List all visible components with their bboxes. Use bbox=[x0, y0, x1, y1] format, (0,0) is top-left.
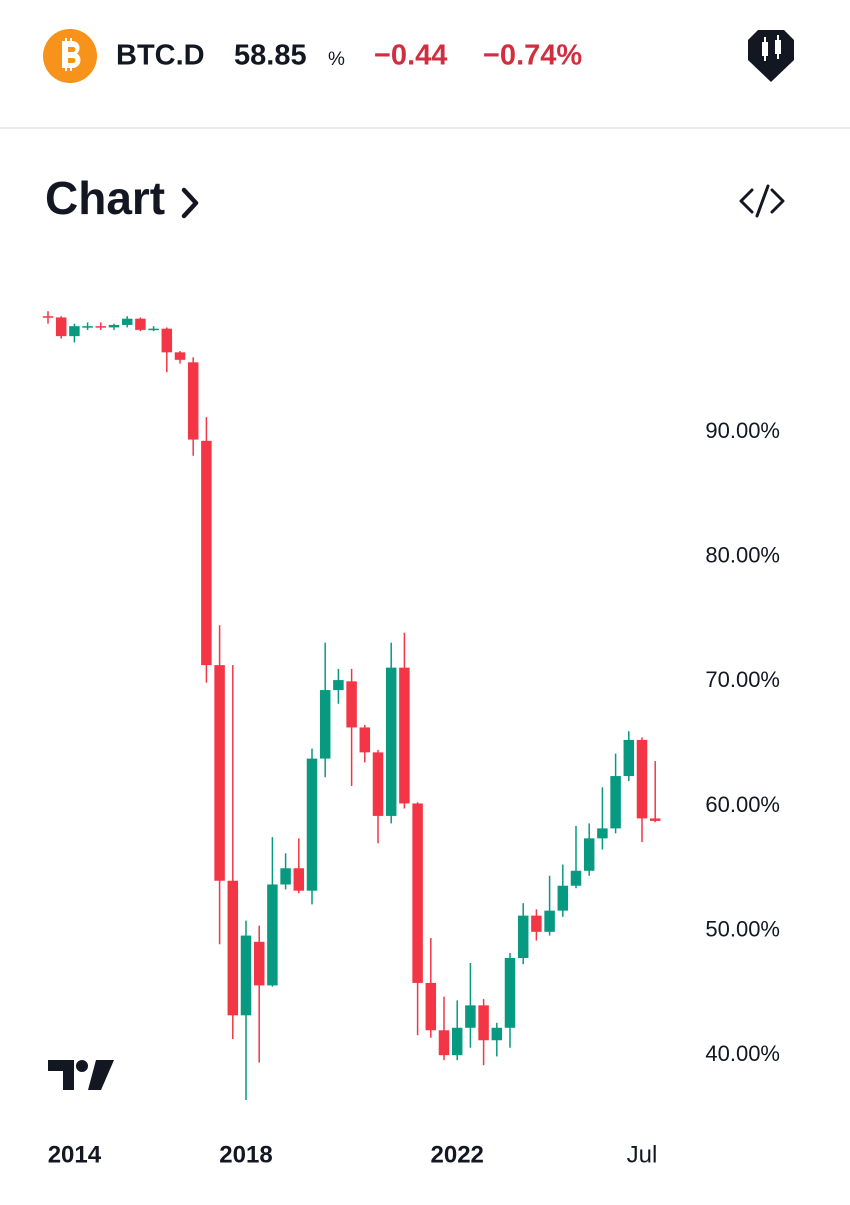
candle-body bbox=[240, 935, 252, 1016]
candle-body bbox=[636, 739, 648, 819]
candle-body bbox=[174, 352, 186, 360]
candle-body bbox=[227, 880, 239, 1016]
candle-body bbox=[557, 885, 569, 911]
candle-body bbox=[121, 318, 133, 325]
section-title[interactable]: Chart bbox=[45, 172, 165, 224]
candle-body bbox=[306, 758, 318, 891]
x-tick-label: 2022 bbox=[431, 1141, 484, 1168]
candle-body bbox=[187, 362, 199, 440]
candle-body bbox=[372, 752, 384, 816]
price: 58.85 bbox=[234, 40, 307, 72]
candle-body bbox=[425, 982, 437, 1031]
candle-body bbox=[95, 326, 107, 328]
candle-body bbox=[148, 328, 159, 331]
x-tick-label: Jul bbox=[627, 1141, 658, 1168]
y-tick-label: 40.00% bbox=[705, 1041, 780, 1066]
price-unit: % bbox=[328, 49, 345, 70]
candle-body bbox=[319, 690, 331, 759]
y-tick-label: 70.00% bbox=[705, 667, 780, 692]
candle-body bbox=[570, 870, 582, 886]
symbol: BTC.D bbox=[116, 40, 205, 72]
change-percent: −0.74% bbox=[483, 40, 582, 72]
candle-body bbox=[491, 1027, 503, 1041]
candle-body bbox=[385, 667, 397, 816]
candle-body bbox=[517, 915, 529, 958]
y-tick-label: 90.00% bbox=[705, 418, 780, 443]
candle-body bbox=[583, 838, 595, 871]
candle-body bbox=[253, 941, 265, 986]
candle-body bbox=[201, 440, 212, 666]
candle-body bbox=[610, 776, 621, 829]
candle-body bbox=[161, 328, 173, 353]
candle-body bbox=[504, 957, 516, 1028]
candle-body bbox=[108, 324, 120, 328]
candle-body bbox=[214, 665, 225, 881]
candle-body bbox=[597, 828, 608, 839]
pro-icon[interactable] bbox=[748, 30, 794, 82]
candle-body bbox=[135, 318, 146, 330]
coin-glyph bbox=[62, 38, 81, 71]
header: BTC.D 58.85 % −0.44 −0.74% bbox=[43, 29, 794, 83]
candle-body bbox=[69, 326, 80, 337]
candle-body bbox=[267, 884, 278, 986]
chevron bbox=[181, 187, 199, 219]
candle-body bbox=[82, 326, 93, 328]
candle-body bbox=[531, 915, 542, 932]
candle-body bbox=[293, 868, 305, 891]
candle-body bbox=[280, 868, 291, 885]
candle-body bbox=[465, 1005, 476, 1028]
candle-body bbox=[544, 910, 555, 932]
candle-body bbox=[399, 667, 410, 804]
candle-body bbox=[478, 1005, 489, 1041]
tradingview-logo bbox=[48, 1060, 114, 1090]
candle-body bbox=[438, 1030, 450, 1056]
y-tick-label: 50.00% bbox=[705, 916, 780, 941]
candle-body bbox=[359, 727, 371, 753]
candle-body bbox=[333, 680, 344, 691]
y-tick-label: 80.00% bbox=[705, 543, 780, 568]
candle-body bbox=[55, 317, 67, 337]
x-tick-label: 2018 bbox=[219, 1141, 272, 1168]
y-tick-label: 60.00% bbox=[705, 792, 780, 817]
chart: 40.00% 50.00% 60.00% 70.00% 80.00% 90.00% 2014… bbox=[42, 311, 780, 1168]
candle-body bbox=[346, 681, 357, 728]
candle-body bbox=[42, 316, 54, 318]
change: −0.44 bbox=[374, 40, 447, 72]
candle-body bbox=[623, 739, 635, 777]
candle-body bbox=[451, 1027, 463, 1056]
section-header[interactable]: Chart bbox=[45, 172, 199, 224]
embed-icon[interactable] bbox=[739, 184, 785, 218]
x-tick-label: 2014 bbox=[48, 1141, 102, 1168]
candle-body bbox=[412, 803, 423, 983]
candle-body bbox=[649, 818, 661, 821]
